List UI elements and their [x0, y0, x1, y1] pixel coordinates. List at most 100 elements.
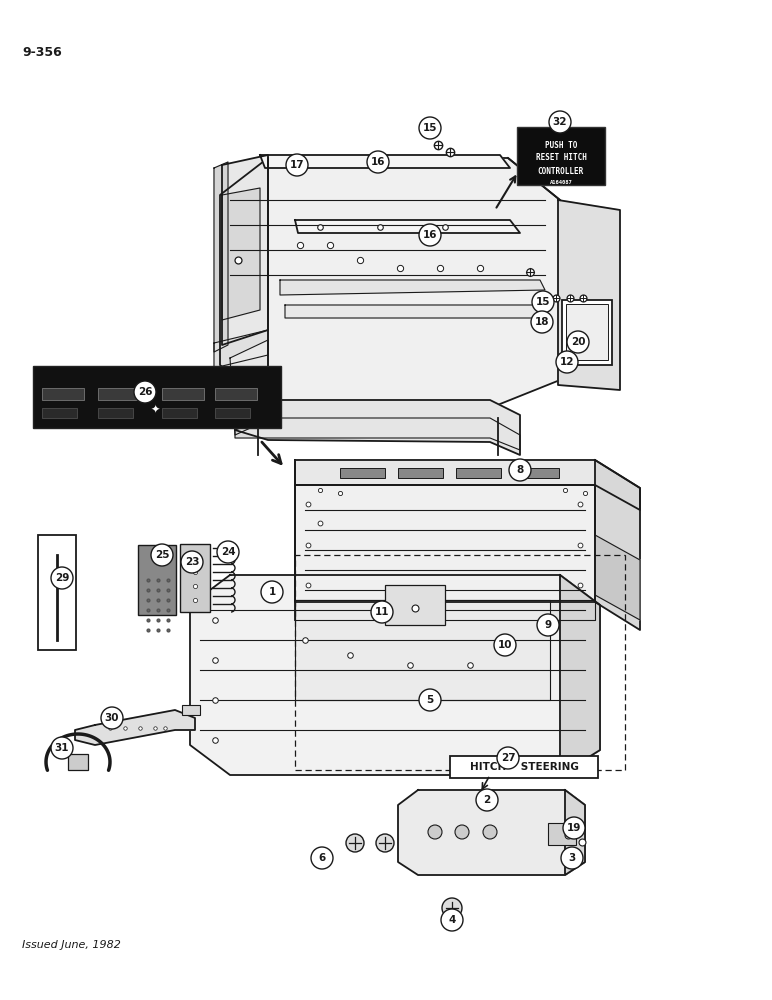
Circle shape	[51, 737, 73, 759]
Circle shape	[311, 847, 333, 869]
Polygon shape	[190, 575, 600, 775]
Polygon shape	[565, 790, 585, 875]
Polygon shape	[230, 340, 268, 435]
Text: CAUTION: CAUTION	[100, 430, 124, 434]
Text: 6: 6	[318, 853, 326, 863]
Text: ✦: ✦	[151, 405, 160, 415]
Text: 15: 15	[536, 297, 550, 307]
Circle shape	[537, 614, 559, 636]
Circle shape	[371, 601, 393, 623]
Circle shape	[476, 789, 498, 811]
Text: A164087: A164087	[550, 180, 572, 184]
Text: 30: 30	[105, 713, 119, 723]
Circle shape	[367, 151, 389, 173]
Circle shape	[532, 291, 554, 313]
Circle shape	[428, 825, 442, 839]
Text: 2: 2	[483, 795, 491, 805]
Text: 19: 19	[567, 823, 581, 833]
Bar	[456, 468, 501, 478]
Bar	[215, 388, 257, 400]
Circle shape	[51, 567, 73, 589]
Polygon shape	[280, 280, 545, 295]
Text: 25: 25	[154, 550, 169, 560]
Circle shape	[531, 311, 553, 333]
Circle shape	[217, 541, 239, 563]
Text: 27: 27	[501, 753, 516, 763]
Circle shape	[442, 898, 462, 918]
Circle shape	[441, 909, 463, 931]
Text: 15: 15	[423, 123, 437, 133]
Polygon shape	[558, 200, 620, 390]
Bar	[138, 545, 176, 615]
Polygon shape	[222, 188, 260, 320]
Polygon shape	[595, 535, 640, 620]
Circle shape	[556, 351, 578, 373]
Text: 3: 3	[568, 853, 576, 863]
Circle shape	[181, 551, 203, 573]
Text: 23: 23	[185, 557, 199, 567]
Text: Issued June, 1982: Issued June, 1982	[22, 940, 121, 950]
Circle shape	[509, 459, 531, 481]
Bar	[180, 544, 210, 612]
Bar	[42, 408, 77, 418]
Bar	[98, 408, 133, 418]
Bar	[68, 754, 88, 770]
Text: 1: 1	[269, 587, 276, 597]
Polygon shape	[235, 395, 520, 455]
Bar	[162, 408, 197, 418]
Circle shape	[497, 747, 519, 769]
Bar	[548, 823, 576, 845]
Bar	[33, 366, 281, 428]
Polygon shape	[560, 575, 600, 775]
Text: 16: 16	[423, 230, 437, 240]
Polygon shape	[220, 158, 560, 408]
Bar	[514, 468, 559, 478]
Polygon shape	[595, 460, 640, 630]
Circle shape	[455, 825, 469, 839]
Polygon shape	[75, 710, 195, 745]
Text: 11: 11	[374, 607, 389, 617]
Circle shape	[134, 381, 156, 403]
Circle shape	[561, 847, 583, 869]
Bar	[215, 408, 250, 418]
Circle shape	[483, 825, 497, 839]
Polygon shape	[295, 220, 520, 233]
Text: 10: 10	[498, 640, 513, 650]
Bar	[566, 304, 608, 360]
Text: 5: 5	[426, 695, 434, 705]
Text: 32: 32	[553, 117, 567, 127]
Text: 9: 9	[544, 620, 551, 630]
Polygon shape	[398, 790, 585, 875]
Polygon shape	[222, 155, 268, 345]
Bar	[98, 388, 140, 400]
Bar	[295, 555, 625, 770]
Circle shape	[419, 689, 441, 711]
Text: 17: 17	[290, 160, 304, 170]
Bar	[42, 388, 84, 400]
Bar	[385, 585, 445, 625]
Text: 24: 24	[221, 547, 235, 557]
Text: 20: 20	[571, 337, 585, 347]
Text: 16: 16	[371, 157, 385, 167]
Circle shape	[261, 581, 283, 603]
Text: 12: 12	[560, 357, 574, 367]
Bar	[340, 468, 385, 478]
Circle shape	[376, 834, 394, 852]
Polygon shape	[295, 460, 640, 510]
Bar	[38, 535, 76, 650]
Polygon shape	[260, 155, 510, 168]
Circle shape	[494, 634, 516, 656]
Text: 18: 18	[535, 317, 549, 327]
Text: 8: 8	[516, 465, 523, 475]
Circle shape	[101, 707, 123, 729]
Circle shape	[419, 117, 441, 139]
Text: 31: 31	[55, 743, 69, 753]
Text: HITCH    STEERING: HITCH STEERING	[469, 762, 578, 772]
Polygon shape	[295, 485, 595, 602]
Text: 29: 29	[55, 573, 69, 583]
Circle shape	[151, 544, 173, 566]
Bar	[517, 127, 605, 185]
Text: RESET HITCH: RESET HITCH	[536, 153, 587, 162]
Circle shape	[567, 331, 589, 353]
Circle shape	[419, 224, 441, 246]
